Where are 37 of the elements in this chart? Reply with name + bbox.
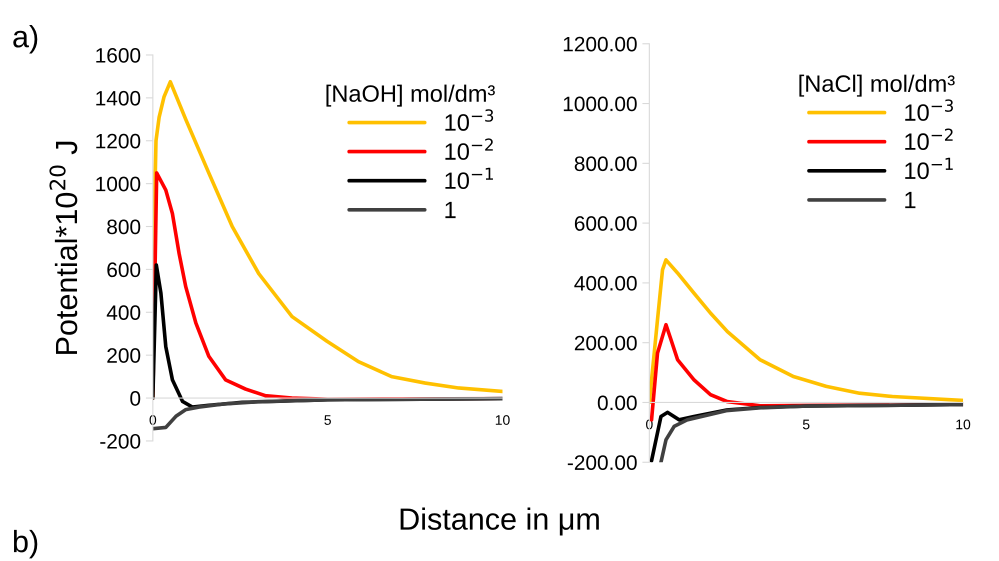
legend-label: 10$^{−2}$ (905, 128, 953, 150)
text: b) (14, 530, 38, 558)
legend-label: 10$^{−2}$ (445, 138, 493, 160)
y-tick-label: -200.00 (568, 455, 637, 470)
y-tick-label: 600 (107, 262, 140, 278)
y-tick-label: 0 (130, 391, 140, 406)
y-tick-label: -200 (100, 434, 140, 449)
y-tick-label: 200.00 (574, 336, 637, 350)
y-tick-label: 1600 (96, 48, 140, 63)
x-tick-label: 5 (802, 420, 810, 430)
legend-label: 10$^{−1}$ (905, 158, 953, 180)
y-tick-label: 1000 (96, 176, 140, 192)
legend-label: 1 (445, 202, 456, 218)
x-axis-title: Distance in μm (400, 507, 599, 536)
x-tick-label: 10 (956, 420, 970, 430)
y-tick-label: 200 (107, 348, 140, 363)
y-tick-label: 800 (107, 220, 140, 234)
legend-label: 10$^{−3}$ (445, 109, 494, 131)
text: a) (13, 25, 38, 54)
legend-title: [NaOH] mol/dm³ (326, 84, 495, 107)
legend-label: 10$^{−3}$ (905, 99, 953, 121)
y-tick-label: 600.00 (574, 216, 637, 231)
y-tick-label: 800.00 (574, 156, 637, 172)
x-tick-label: 0 (150, 415, 156, 425)
x-tick-label: 5 (324, 415, 331, 425)
y-tick-label: 1000.00 (564, 96, 637, 112)
y-tick-label: 0.00 (598, 395, 637, 410)
x-tick-label: 10 (496, 415, 510, 425)
legend-label: 1 (905, 192, 916, 208)
legend-label: 10$^{−1}$ (445, 168, 493, 190)
y-tick-label: 1200 (96, 134, 140, 149)
legend-title: [NaCl] mol/dm³ (799, 74, 955, 97)
y-axis-title: Potential*10$^{20}$ J (49, 142, 78, 354)
y-tick-label: 1200.00 (564, 36, 637, 52)
y-tick-label: 400.00 (574, 276, 637, 291)
y-tick-label: 400 (106, 305, 140, 320)
y-tick-label: 1400 (96, 90, 140, 106)
